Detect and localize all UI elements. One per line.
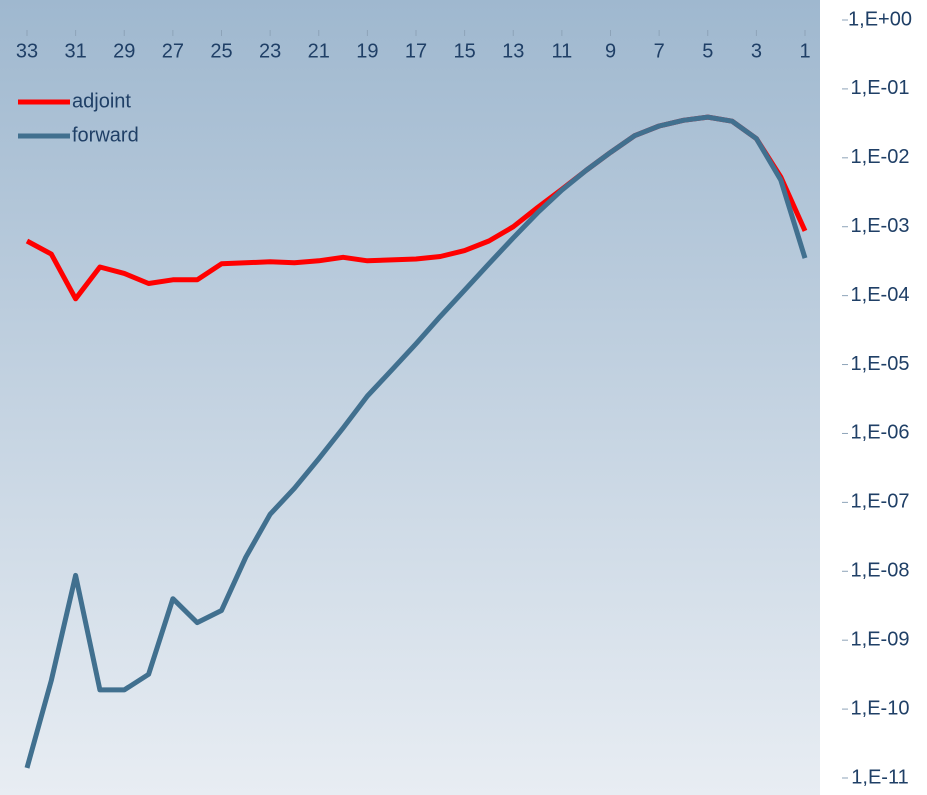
x-tick-label: 17: [405, 40, 427, 62]
x-tick-label: 13: [502, 40, 524, 62]
x-tick-label: 27: [162, 40, 184, 62]
x-tick-label: 19: [356, 40, 378, 62]
plot-background: [0, 0, 820, 795]
y-tick-label: 1,E-05: [851, 353, 910, 375]
x-tick-label: 7: [654, 40, 665, 62]
x-tick-label: 31: [65, 40, 87, 62]
x-tick-label: 9: [605, 40, 616, 62]
x-tick-label: 29: [113, 40, 135, 62]
x-tick-label: 23: [259, 40, 281, 62]
y-tick-label: 1,E-06: [851, 422, 910, 444]
y-tick-label: 1,E-04: [851, 284, 910, 306]
y-tick-label: 1,E-07: [851, 491, 910, 513]
y-tick-label: 1,E-08: [851, 560, 910, 582]
y-tick-label: 1,E+00: [848, 8, 912, 30]
x-tick-label: 1: [799, 40, 810, 62]
x-tick-label: 5: [702, 40, 713, 62]
x-tick-label: 15: [454, 40, 476, 62]
x-tick-label: 3: [751, 40, 762, 62]
x-tick-label: 21: [308, 40, 330, 62]
y-tick-label: 1,E-09: [851, 628, 910, 650]
y-tick-label: 1,E-11: [851, 766, 908, 788]
legend-label: adjoint: [72, 90, 131, 112]
x-tick-label: 11: [551, 40, 572, 62]
y-tick-label: 1,E-01: [851, 77, 910, 99]
series-line: [24, 114, 808, 769]
y-tick-label: 1,E-03: [851, 215, 910, 237]
y-tick-label: 1,E-02: [851, 146, 910, 168]
x-tick-label: 33: [16, 40, 38, 62]
legend-label: forward: [72, 124, 139, 146]
x-tick-label: 25: [210, 40, 232, 62]
y-tick-label: 1,E-10: [851, 697, 910, 719]
